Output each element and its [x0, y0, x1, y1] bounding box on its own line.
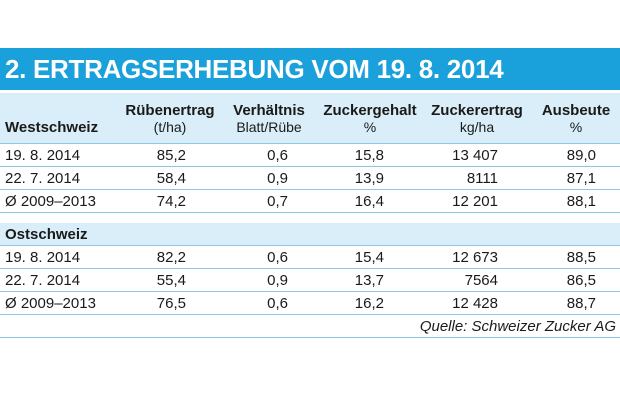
row-label: 19. 8. 2014 [0, 245, 120, 269]
header-col-4-label: Zuckerertrag [422, 93, 532, 119]
row-label: Ø 2009–2013 [0, 189, 120, 213]
source-note: Quelle: Schweizer Zucker AG [0, 314, 620, 338]
header-col-5-unit: % [532, 119, 620, 144]
header-col-3-unit: % [318, 119, 422, 144]
region-heading-empty [532, 223, 620, 246]
cell-zuckerertrag: 7564 [422, 268, 532, 292]
cell-zuckergehalt: 16,4 [318, 189, 422, 213]
region-heading-east: Ostschweiz [0, 223, 120, 246]
header-empty-cell [0, 93, 120, 119]
cell-zuckergehalt: 16,2 [318, 291, 422, 315]
cell-ausbeute: 86,5 [532, 268, 620, 292]
cell-zuckergehalt: 15,8 [318, 143, 422, 167]
region-heading-empty [422, 223, 532, 246]
source-row: Quelle: Schweizer Zucker AG [0, 314, 620, 338]
region-heading-empty [318, 223, 422, 246]
header-col-2-unit: Blatt/Rübe [220, 119, 318, 144]
cell-zuckerertrag: 12 201 [422, 189, 532, 213]
cell-zuckerertrag: 13 407 [422, 143, 532, 167]
row-label: 22. 7. 2014 [0, 268, 120, 292]
table-title: 2. ERTRAGSERHEBUNG VOM 19. 8. 2014 [0, 48, 620, 90]
cell-ruebenertrag: 58,4 [120, 166, 220, 190]
region-heading-row: Ostschweiz [0, 223, 620, 246]
yield-table-container: Rübenertrag Verhältnis Zuckergehalt Zuck… [0, 93, 620, 338]
cell-zuckergehalt: 15,4 [318, 245, 422, 269]
table-row: 22. 7. 2014 55,4 0,9 13,7 7564 86,5 [0, 268, 620, 292]
cell-ruebenertrag: 76,5 [120, 291, 220, 315]
cell-zuckerertrag: 8111 [422, 166, 532, 190]
cell-ruebenertrag: 82,2 [120, 245, 220, 269]
cell-zuckergehalt: 13,9 [318, 166, 422, 190]
header-col-5-label: Ausbeute [532, 93, 620, 119]
header-col-1-label: Rübenertrag [120, 93, 220, 119]
cell-ausbeute: 88,1 [532, 189, 620, 213]
cell-ausbeute: 87,1 [532, 166, 620, 190]
cell-ruebenertrag: 74,2 [120, 189, 220, 213]
row-label: 19. 8. 2014 [0, 143, 120, 167]
cell-ausbeute: 88,5 [532, 245, 620, 269]
table-row: 19. 8. 2014 82,2 0,6 15,4 12 673 88,5 [0, 245, 620, 269]
cell-verhaeltnis: 0,9 [220, 268, 318, 292]
row-label: 22. 7. 2014 [0, 166, 120, 190]
cell-ruebenertrag: 55,4 [120, 268, 220, 292]
yield-table: Rübenertrag Verhältnis Zuckergehalt Zuck… [0, 93, 620, 338]
cell-verhaeltnis: 0,6 [220, 143, 318, 167]
region-heading-west: Westschweiz [0, 119, 120, 144]
table-row: Ø 2009–2013 76,5 0,6 16,2 12 428 88,7 [0, 291, 620, 315]
header-col-4-unit: kg/ha [422, 119, 532, 144]
header-col-2-label: Verhältnis [220, 93, 318, 119]
cell-zuckergehalt: 13,7 [318, 268, 422, 292]
cell-verhaeltnis: 0,9 [220, 166, 318, 190]
cell-verhaeltnis: 0,7 [220, 189, 318, 213]
cell-ausbeute: 89,0 [532, 143, 620, 167]
table-row: Ø 2009–2013 74,2 0,7 16,4 12 201 88,1 [0, 189, 620, 213]
spacer-cell [0, 212, 620, 223]
row-label: Ø 2009–2013 [0, 291, 120, 315]
header-col-3-label: Zuckergehalt [318, 93, 422, 119]
cell-ausbeute: 88,7 [532, 291, 620, 315]
cell-zuckerertrag: 12 673 [422, 245, 532, 269]
cell-verhaeltnis: 0,6 [220, 291, 318, 315]
spacer-row [0, 212, 620, 223]
region-heading-empty [120, 223, 220, 246]
table-row: 19. 8. 2014 85,2 0,6 15,8 13 407 89,0 [0, 143, 620, 167]
header-col-1-unit: (t/ha) [120, 119, 220, 144]
cell-zuckerertrag: 12 428 [422, 291, 532, 315]
region-heading-empty [220, 223, 318, 246]
cell-verhaeltnis: 0,6 [220, 245, 318, 269]
cell-ruebenertrag: 85,2 [120, 143, 220, 167]
table-row: 22. 7. 2014 58,4 0,9 13,9 8111 87,1 [0, 166, 620, 190]
